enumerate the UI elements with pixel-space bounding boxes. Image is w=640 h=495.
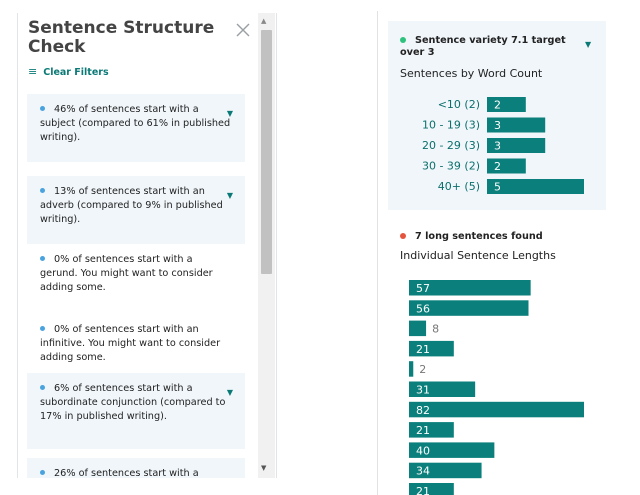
scroll-down-arrow-icon[interactable]: ▼ (261, 464, 267, 472)
bar[interactable] (409, 340, 454, 357)
bar-value-label: 57 (416, 282, 430, 295)
clear-filters-label: Clear Filters (43, 67, 109, 78)
suggestion-card[interactable]: 6% of sentences start with a subordinate… (27, 373, 245, 449)
bar[interactable] (409, 320, 427, 337)
bar-value-label: 3 (494, 140, 501, 153)
bar-value-label: 2 (494, 99, 501, 112)
bar[interactable] (409, 401, 584, 418)
suggestion-text: 13% of sentences start with an adverb (c… (40, 185, 233, 227)
category-label: <10 (2) (438, 98, 480, 111)
bar-value-label: 21 (416, 485, 430, 495)
close-icon[interactable] (235, 22, 251, 38)
category-label: 20 - 29 (3) (422, 139, 480, 152)
bullet-dot (40, 470, 45, 475)
word-count-chart: <10 (2) 2 10 - 19 (3) 3 20 - 29 (3) 3 30 - 39 … (422, 97, 584, 194)
bar[interactable] (487, 117, 546, 133)
suggestion-text: 46% of sentences start with a subject (c… (40, 103, 233, 145)
bar-value-label: 2 (419, 363, 426, 376)
bar[interactable] (487, 158, 526, 174)
suggestion-card[interactable]: 13% of sentences start with an adverb (c… (27, 176, 245, 244)
bar[interactable] (409, 280, 531, 296)
bar[interactable] (487, 97, 526, 112)
bar-value-label: 56 (416, 302, 430, 315)
bar[interactable] (487, 179, 584, 194)
bullet-dot (40, 256, 45, 261)
bullet-dot (40, 106, 45, 111)
sentence-lengths-chart-title: Individual Sentence Lengths (400, 249, 556, 262)
bar[interactable] (409, 300, 529, 316)
chevron-down-icon[interactable]: ▼ (226, 388, 233, 397)
bar[interactable] (487, 138, 546, 153)
bar[interactable] (409, 381, 476, 398)
bar-value-label: 31 (416, 384, 430, 397)
suggestion-label: 6% of sentences start with a subordinate… (40, 383, 226, 422)
bar[interactable] (409, 462, 482, 479)
bullet-dot (40, 385, 45, 390)
sentence-variety-heading: Sentence variety 7.1 target over 3 (400, 35, 580, 59)
bar-value-label: 5 (494, 181, 501, 194)
scrollbar-thumb[interactable] (261, 30, 272, 274)
sentence-variety-text: Sentence variety 7.1 target over 3 (400, 35, 566, 58)
bar-value-label: 8 (432, 323, 439, 336)
chevron-down-icon[interactable]: ▼ (226, 191, 233, 200)
sentence-structure-panel: Sentence Structure Check ≡ Clear Filters … (17, 13, 277, 478)
panel-title: Sentence Structure Check (28, 18, 215, 57)
sentence-variety-card[interactable] (388, 21, 606, 210)
bar-value-label: 21 (416, 343, 430, 356)
bar-value-label: 34 (416, 465, 430, 478)
bar[interactable] (409, 422, 454, 438)
bar-value-label: 3 (494, 119, 501, 132)
word-count-chart-title: Sentences by Word Count (400, 67, 543, 80)
suggestion-text: 0% of sentences start with a gerund. You… (40, 253, 233, 295)
bar[interactable] (409, 361, 414, 377)
long-sentences-heading: 7 long sentences found (400, 231, 543, 243)
category-label: 10 - 19 (3) (422, 119, 480, 132)
suggestion-text: 26% of sentences start with a (40, 467, 233, 478)
suggestion-label: 0% of sentences start with an infinitive… (40, 324, 221, 363)
sentence-stats-panel: Sentence variety 7.1 target over 3 ▼ Sen… (377, 11, 618, 495)
suggestion-label: 0% of sentences start with a gerund. You… (40, 254, 213, 293)
bullet-dot (40, 188, 45, 193)
category-label: 40+ (5) (438, 180, 480, 193)
category-label: 30 - 39 (2) (422, 160, 480, 173)
suggestion-card[interactable]: 0% of sentences start with a gerund. You… (27, 244, 245, 296)
status-dot-red (400, 233, 406, 239)
bullet-dot (40, 326, 45, 331)
long-sentences-text: 7 long sentences found (415, 231, 543, 242)
bar-value-label: 82 (416, 404, 430, 417)
filter-icon: ≡ (28, 65, 38, 78)
suggestion-label: 46% of sentences start with a subject (c… (40, 104, 231, 143)
status-dot-green (400, 37, 406, 43)
chevron-down-icon[interactable]: ▼ (226, 109, 233, 118)
bar[interactable] (409, 483, 454, 495)
suggestion-text: 0% of sentences start with an infinitive… (40, 323, 233, 365)
suggestion-text: 6% of sentences start with a subordinate… (40, 382, 233, 424)
suggestion-card[interactable]: 0% of sentences start with an infinitive… (27, 314, 245, 366)
suggestion-label: 26% of sentences start with a (54, 468, 199, 478)
suggestion-card[interactable]: 26% of sentences start with a (27, 458, 245, 478)
bar-value-label: 21 (416, 424, 430, 437)
bar[interactable] (409, 442, 495, 458)
suggestion-card[interactable]: 46% of sentences start with a subject (c… (27, 94, 245, 162)
scroll-up-arrow-icon[interactable]: ▲ (261, 17, 267, 25)
chevron-down-icon[interactable]: ▼ (585, 40, 592, 49)
clear-filters-button[interactable]: ≡ Clear Filters (28, 65, 109, 78)
suggestion-label: 13% of sentences start with an adverb (c… (40, 186, 223, 225)
bar-value-label: 2 (494, 160, 501, 173)
bar-value-label: 40 (416, 444, 430, 457)
